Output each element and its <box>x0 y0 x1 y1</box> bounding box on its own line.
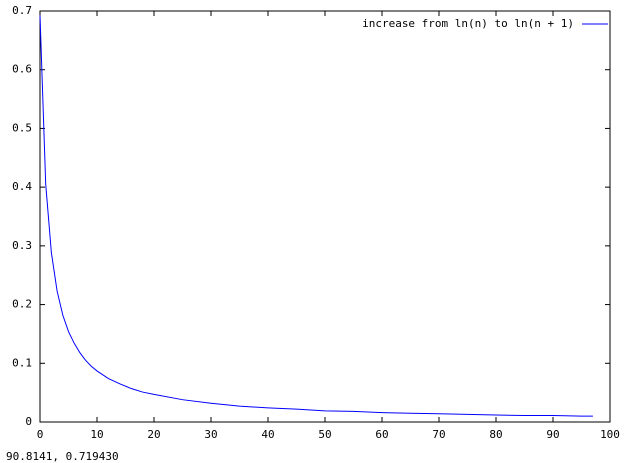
plot-border <box>39 10 611 423</box>
x-tick-label: 30 <box>204 428 217 441</box>
y-tick-label: 0.5 <box>12 121 32 134</box>
x-tick-label: 40 <box>261 428 274 441</box>
x-tick-label: 90 <box>546 428 559 441</box>
x-tick-label: 0 <box>37 428 44 441</box>
legend-label: increase from ln(n) to ln(n + 1) <box>362 17 574 30</box>
x-tick-label: 10 <box>90 428 103 441</box>
y-tick-label: 0.6 <box>12 63 32 76</box>
x-tick-label: 50 <box>318 428 331 441</box>
x-tick-label: 60 <box>375 428 388 441</box>
data-line <box>39 15 593 417</box>
y-tick-label: 0.2 <box>12 298 32 311</box>
status-text: 90.8141, 0.719430 <box>6 450 119 463</box>
x-tick-label: 70 <box>432 428 445 441</box>
x-tick-label: 100 <box>600 428 620 441</box>
x-tick-label: 20 <box>147 428 160 441</box>
y-tick-label: 0.4 <box>12 180 32 193</box>
y-tick-label: 0 <box>25 415 32 428</box>
x-tick-label: 80 <box>489 428 502 441</box>
y-tick-label: 0.1 <box>12 356 32 369</box>
y-tick-label: 0.7 <box>12 4 32 17</box>
y-tick-label: 0.3 <box>12 239 32 252</box>
